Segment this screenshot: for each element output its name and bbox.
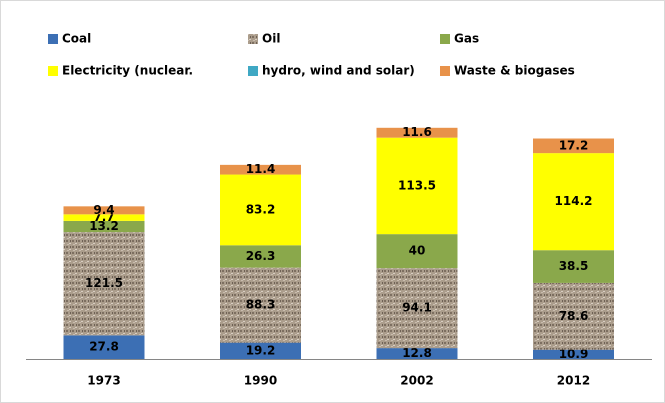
data-label: 9.4 <box>93 203 114 217</box>
legend-swatch <box>248 34 258 44</box>
bar-segment <box>63 206 145 215</box>
data-label: 121.5 <box>85 276 123 290</box>
bar-segment <box>220 267 301 343</box>
data-label: 19.2 <box>246 343 276 357</box>
x-tick-label: 1990 <box>244 374 277 388</box>
legend-label: Waste & biogases <box>454 64 575 78</box>
data-label: 26.3 <box>246 249 276 263</box>
data-label: 114.2 <box>555 194 593 208</box>
legend-swatch <box>440 66 450 76</box>
bar-segment <box>220 164 301 175</box>
legend-label: Gas <box>454 32 479 46</box>
data-label: 94.1 <box>402 301 432 315</box>
legend-swatch <box>248 66 258 76</box>
data-label: 113.5 <box>398 178 436 192</box>
data-label: 11.6 <box>402 125 432 139</box>
bar-segment <box>533 153 614 251</box>
legend-label: Coal <box>62 32 91 46</box>
data-label: 12.8 <box>402 346 432 360</box>
bar-segment <box>376 127 458 138</box>
x-tick-label: 1973 <box>87 374 120 388</box>
data-label: 17.2 <box>559 138 589 152</box>
bar-segment <box>376 234 458 269</box>
bar-segment <box>220 174 301 246</box>
bar-segment <box>533 349 614 359</box>
data-label: 88.3 <box>246 298 276 312</box>
bar-segment <box>533 250 614 283</box>
bar-segment <box>376 348 458 359</box>
data-label: 10.9 <box>559 347 589 361</box>
bar-segment <box>533 138 614 154</box>
bar-segment <box>63 214 145 221</box>
data-label: 11.4 <box>246 162 276 176</box>
x-tick-label: 2002 <box>400 374 433 388</box>
data-label: 38.5 <box>559 259 589 273</box>
data-label: 27.8 <box>89 340 119 354</box>
bar-segment <box>376 137 458 235</box>
legend-swatch <box>440 34 450 44</box>
bar-segment <box>220 245 301 268</box>
bar-segment <box>220 342 301 359</box>
bar-segment <box>63 220 145 233</box>
data-label: 13.2 <box>89 219 119 233</box>
legend-swatch <box>48 34 58 44</box>
legend-label: Oil <box>262 32 280 46</box>
x-tick-label: 2012 <box>557 374 590 388</box>
data-label: 83.2 <box>246 202 276 216</box>
legend-swatch <box>48 66 58 76</box>
bar-segment <box>63 335 145 359</box>
data-label: 78.6 <box>559 309 589 323</box>
bar-segment <box>63 232 145 336</box>
bar-segment <box>533 282 614 350</box>
legend-label: hydro, wind and solar) <box>262 64 415 78</box>
legend-label: Electricity (nuclear. <box>62 64 193 78</box>
bar-segment <box>376 268 458 349</box>
data-label: 40 <box>409 244 426 258</box>
